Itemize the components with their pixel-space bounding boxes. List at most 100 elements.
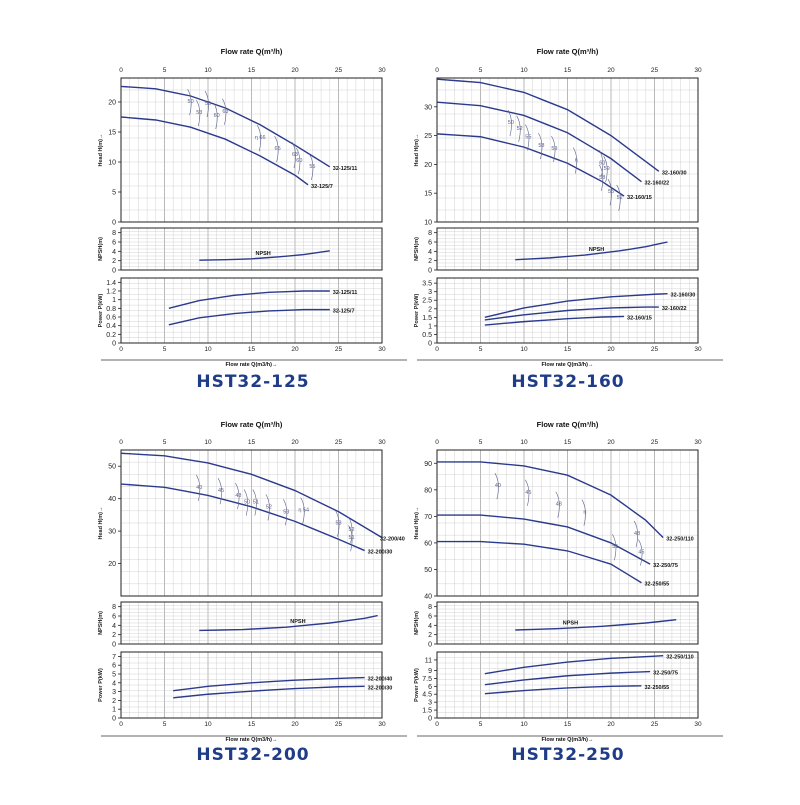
top-x-tick-label: 25 [651,439,659,446]
top-x-tick-label: 15 [248,67,256,74]
power-panel-frame [120,277,383,344]
power-panel-frame [436,651,699,719]
efficiency-isoline [296,147,301,175]
y-tick-label: 40 [424,594,432,601]
efficiency-isoline [256,125,262,152]
head-panel-frame [120,77,383,223]
top-x-tick-label: 15 [564,67,572,74]
npsh-axis-label: NPSH(m) [414,237,420,261]
y-tick-label: 0.6 [106,315,116,322]
power-curve-32-160-30 [484,293,668,319]
npsh-axis-label: NPSH(m) [98,237,104,261]
y-tick-label: 1.4 [106,280,116,287]
head-axis-label: Head H(m)→ [414,506,420,539]
y-tick-label: 0.2 [106,332,116,339]
npsh-curve-npsh [515,619,677,631]
y-tick-label: 4 [112,680,116,687]
head-panel-frame [436,449,699,597]
y-tick-label: 20 [108,100,116,107]
bottom-x-axis-label: Flow rate Q(m3/h)→ [226,362,278,368]
top-x-tick-label: 5 [479,439,483,446]
power-series-label: 32-160/22 [662,306,687,312]
bottom-x-tick-label: 0 [119,721,123,728]
efficiency-label: 45 [638,550,644,556]
efficiency-isoline [252,489,257,516]
efficiency-label: 52 [348,527,354,533]
y-tick-label: 0 [428,341,432,348]
model-title-hst32-250: HST32-250 [511,745,625,765]
efficiency-isoline [291,141,296,169]
efficiency-label: η [575,158,578,164]
bottom-x-axis-label: Flow rate Q(m3/h)→ [226,737,278,743]
top-x-tick-label: 15 [248,439,256,446]
y-tick-label: 8 [428,230,432,237]
efficiency-label: 60 [296,158,302,164]
head-series-label: 32-250/110 [666,537,694,543]
head-axis-label: Head H(m)→ [98,506,104,539]
top-x-tick-label: 10 [520,439,528,446]
efficiency-label: 52 [517,126,523,132]
efficiency-isoline [335,510,340,537]
top-x-tick-label: 30 [378,67,386,74]
y-tick-label: 50 [108,464,116,471]
head-curve-32-160-30 [436,78,660,172]
efficiency-label: 55 [608,189,614,195]
y-tick-label: 30 [424,104,432,111]
power-series-label: 32-160/30 [671,293,696,299]
y-tick-label: 8 [112,604,116,611]
top-x-tick-label: 0 [435,67,439,74]
head-curve-32-160-15 [436,133,625,197]
y-tick-label: 0 [428,268,432,275]
efficiency-label: 60 [214,113,220,119]
bottom-x-tick-label: 25 [335,346,343,353]
top-x-tick-label: 30 [694,67,702,74]
efficiency-label: 63 [222,109,228,115]
y-tick-label: 0 [112,716,116,723]
bottom-x-tick-label: 15 [248,721,256,728]
efficiency-label: 59 [551,146,557,152]
y-tick-label: 2 [112,632,116,639]
efficiency-isoline [551,135,556,163]
power-panel-frame [436,277,699,344]
y-tick-label: 10 [108,160,116,167]
power-curve-32-125-11 [168,290,330,310]
y-tick-label: 1 [112,707,116,714]
head-curve-32-250-55 [437,540,642,584]
y-tick-label: 8 [112,230,116,237]
npsh-label: NPSH [563,621,578,627]
y-tick-label: 9 [428,668,432,675]
bottom-x-tick-label: 25 [651,721,659,728]
efficiency-label: η 66 [255,135,266,141]
npsh-panel-frame [120,601,383,645]
head-series-label: 32-160/30 [662,170,687,176]
efficiency-isoline [265,494,270,521]
y-tick-label: 50 [424,567,432,574]
efficiency-isoline [599,164,604,191]
y-tick-label: 6 [428,684,432,691]
efficiency-isoline [603,156,608,183]
head-curve-32-200-40 [120,452,383,539]
head-series-label: 32-160/15 [627,195,652,201]
bottom-x-tick-label: 15 [248,346,256,353]
efficiency-label: 63 [292,152,298,158]
efficiency-label: 48 [235,493,241,499]
bottom-x-axis-label: Flow rate Q(m3/h)→ [542,737,594,743]
top-x-axis-label: Flow rate Q(m³/h) [221,47,283,56]
efficiency-isoline [204,90,209,118]
top-x-tick-label: 25 [651,67,659,74]
top-x-axis-label: Flow rate Q(m³/h) [537,47,599,56]
top-x-axis-label: Flow rate Q(m³/h) [221,420,283,429]
top-x-tick-label: 0 [119,67,123,74]
efficiency-label: 50 [244,500,250,506]
efficiency-label: 51 [253,500,259,506]
head-series-label: 32-200/30 [368,550,393,556]
efficiency-label: 58 [538,143,544,149]
model-title-hst32-125: HST32-125 [196,372,310,392]
y-tick-label: 1.5 [422,315,432,322]
bottom-x-tick-label: 0 [119,346,123,353]
head-series-label: 32-200/40 [380,537,405,543]
model-title-hst32-160: HST32-160 [511,372,625,392]
npsh-label: NPSH [290,619,305,625]
power-curve-32-250-110 [484,654,664,675]
y-tick-label: 25 [424,133,432,140]
